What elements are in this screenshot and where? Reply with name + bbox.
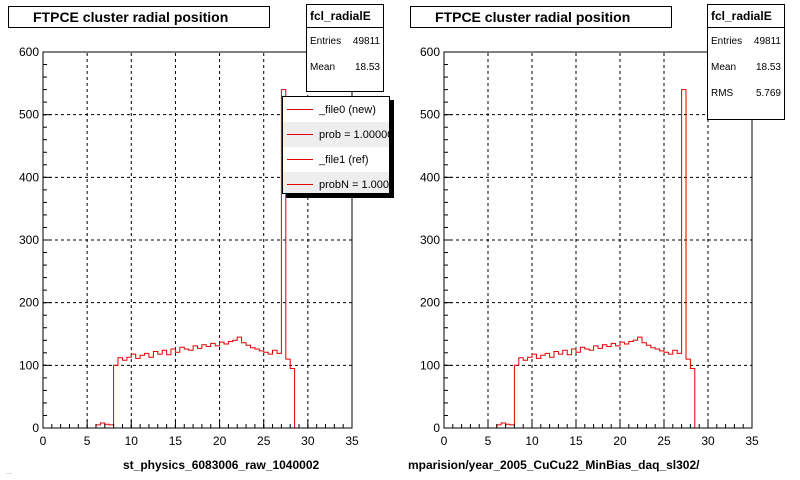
right-x-tick-label: 30 (701, 434, 715, 448)
left-legend: _file0 (new) prob = 1.000000 _file1 (ref… (282, 96, 390, 194)
left-stats-box: fcl_radialE Entries 49811 Mean 18.53 (306, 4, 384, 92)
left-x-tick-label: 5 (84, 434, 91, 448)
legend-entry-file1: _file1 (ref) (283, 147, 389, 172)
left-x-tick-label: 25 (257, 434, 271, 448)
legend-line-swatch (287, 134, 313, 135)
left-chart-title: FTPCE cluster radial position (8, 6, 270, 28)
right-x-tick-label: 0 (441, 434, 448, 448)
right-stats-entries: Entries 49811 (711, 35, 781, 47)
right-y-tick-label: 600 (420, 45, 440, 59)
legend-line-swatch (287, 184, 313, 185)
left-x-tick-label: 30 (301, 434, 315, 448)
right-y-tick-label: 200 (420, 296, 440, 310)
left-y-tick-label: 600 (19, 45, 39, 59)
right-y-tick-label: 500 (420, 108, 440, 122)
right-x-tick-label: 10 (525, 434, 539, 448)
left-x-tick-label: 20 (213, 434, 227, 448)
footer-note: … (6, 470, 12, 476)
left-y-tick-label: 200 (19, 296, 39, 310)
legend-line-swatch (287, 109, 313, 110)
legend-entry-probn: probN = 1.000000 (283, 172, 389, 193)
right-plot-frame (443, 51, 753, 429)
right-histogram-series (444, 89, 752, 429)
right-x-tick-label: 15 (569, 434, 583, 448)
left-x-tick-label: 0 (40, 434, 47, 448)
right-stats-rms: RMS 5.769 (711, 87, 781, 99)
right-x-axis-label: mparision/year_2005_CuCu22_MinBias_daq_s… (408, 458, 700, 472)
right-stats-mean: Mean 18.53 (711, 61, 781, 73)
right-y-tick-label: 300 (420, 233, 440, 247)
right-stats-box: fcl_radialE Entries 49811 Mean 18.53 RMS 5.… (707, 4, 785, 120)
right-x-tick-label: 35 (745, 434, 759, 448)
left-x-tick-label: 35 (345, 434, 359, 448)
legend-line-swatch (287, 159, 313, 160)
right-x-tick-label: 25 (657, 434, 671, 448)
legend-entry-prob: prob = 1.000000 (283, 122, 389, 147)
right-y-tick-label: 100 (420, 358, 440, 372)
left-y-tick-label: 300 (19, 233, 39, 247)
right-y-tick-label: 400 (420, 170, 440, 184)
left-x-tick-label: 15 (169, 434, 183, 448)
left-histogram-series (43, 89, 352, 429)
left-x-axis-label: st_physics_6083006_raw_1040002 (123, 458, 320, 472)
left-y-tick-label: 100 (19, 358, 39, 372)
right-x-tick-label: 5 (485, 434, 492, 448)
right-x-tick-label: 20 (613, 434, 627, 448)
left-y-tick-label: 400 (19, 170, 39, 184)
left-stats-mean: Mean 18.53 (310, 61, 380, 73)
left-y-tick-label: 0 (32, 421, 39, 435)
left-stats-name: fcl_radialE (307, 5, 383, 28)
right-chart-title: FTPCE cluster radial position (410, 6, 672, 28)
right-stats-name: fcl_radialE (708, 5, 784, 28)
left-x-tick-label: 10 (125, 434, 139, 448)
left-y-tick-label: 500 (19, 108, 39, 122)
left-stats-entries: Entries 49811 (310, 35, 380, 47)
legend-entry-file0: _file0 (new) (283, 97, 389, 122)
right-y-tick-label: 0 (433, 421, 440, 435)
